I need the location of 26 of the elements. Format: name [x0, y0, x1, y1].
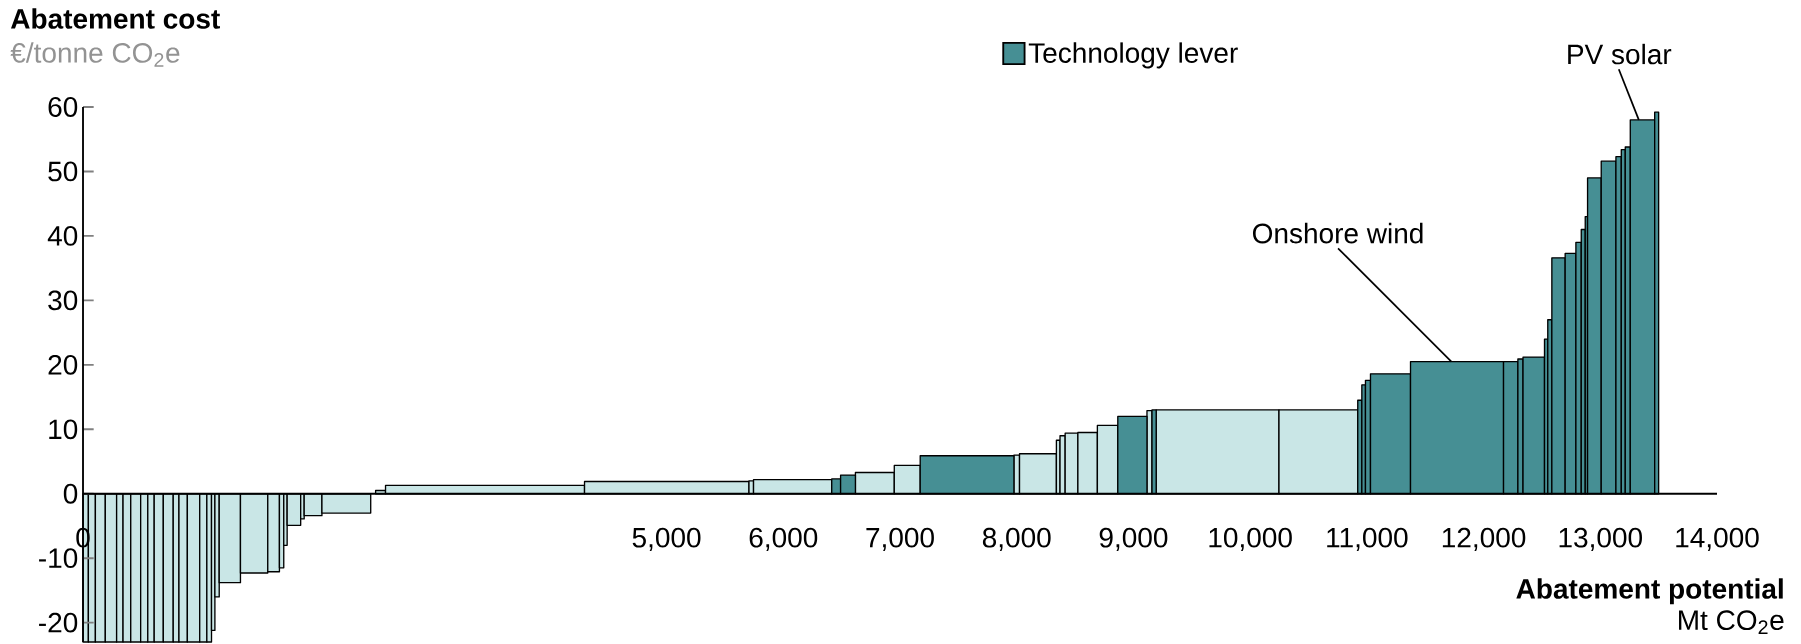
x-tick-label: 14,000 [1676, 527, 1759, 551]
y-tick-label: 10 [49, 419, 78, 440]
x-tick-label: 9,000 [1099, 527, 1168, 551]
x-tick-label: 8,000 [982, 527, 1051, 551]
x-tick-label: 11,000 [1327, 527, 1408, 551]
x-tick-label: 7,000 [866, 527, 934, 551]
y-tick-label: 30 [48, 290, 78, 311]
y-tick-label: -10 [39, 548, 78, 569]
y-tick-label: 60 [48, 97, 78, 117]
x-tick-label: 6,000 [749, 527, 818, 551]
x-tick-label: 13,000 [1559, 527, 1642, 551]
y-axis-title: Abatement cost [10, 8, 220, 29]
legend-label: Technology lever [1028, 42, 1238, 69]
annotation: Mt CO$_{2}$e [1679, 610, 1784, 634]
y-tick-label: -20 [39, 612, 78, 633]
y-tick-label: 0 [63, 483, 78, 504]
x-axis-title: Abatement potential [1516, 578, 1783, 605]
annotation: Onshore wind [1252, 222, 1423, 244]
x-tick-label: 5,000 [632, 527, 701, 551]
text: €/tonne CO$_{2}$e [10, 42, 180, 67]
x-tick-label: 12,000 [1442, 527, 1526, 551]
x-tick-label: 10,000 [1209, 527, 1292, 551]
annotation: PV solar [1568, 43, 1672, 65]
y-tick-label: 40 [47, 226, 78, 246]
y-tick-label: 50 [48, 161, 78, 182]
y-tick-label: 20 [48, 354, 78, 375]
